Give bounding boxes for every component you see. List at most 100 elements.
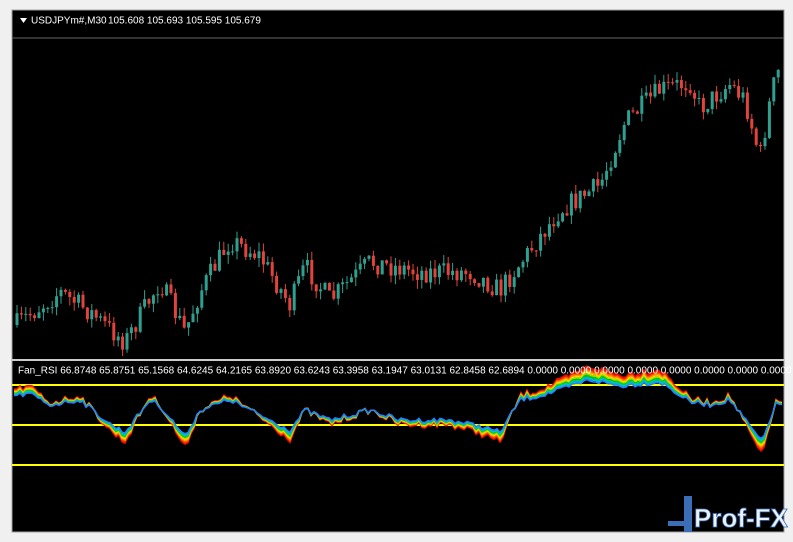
candle-body (209, 263, 213, 276)
candle-body (178, 315, 182, 319)
candle-body (112, 322, 116, 341)
candle-body (732, 85, 736, 87)
candle-body (539, 233, 543, 251)
candle-body (279, 289, 283, 293)
candle-body (415, 274, 419, 280)
candle-body (182, 315, 186, 328)
candle-body (266, 262, 270, 265)
candle-body (473, 279, 477, 284)
candle-body (499, 279, 503, 296)
candle-body (684, 88, 688, 91)
candle-body (253, 253, 257, 259)
ohlc-label: 105.608 105.693 105.595 105.679 (108, 16, 261, 27)
candle-body (578, 190, 582, 209)
candle-body (649, 92, 653, 97)
candle-body (319, 289, 323, 292)
candle-body (310, 259, 314, 285)
candle-body (429, 268, 433, 283)
candle-body (574, 193, 578, 209)
candle-body (55, 296, 59, 308)
candle-body (187, 322, 191, 328)
watermark-icon (668, 521, 692, 526)
candle-body (200, 290, 204, 308)
candle-body (156, 294, 160, 296)
candle-body (534, 250, 538, 252)
candle-body (644, 92, 648, 96)
candle-body (85, 307, 89, 320)
candle-body (600, 179, 604, 186)
candle-body (512, 277, 516, 287)
candle-body (723, 89, 727, 100)
candle-body (530, 247, 534, 251)
candle-body (349, 277, 353, 283)
candle-body (477, 283, 481, 287)
collapse-arrow[interactable] (20, 18, 27, 23)
candle-body (508, 274, 512, 287)
symbol-label: USDJPYm#,M30 (31, 16, 107, 27)
candle-body (693, 92, 697, 99)
candle-body (666, 81, 670, 83)
candle-body (737, 85, 741, 98)
candle-body (173, 293, 177, 319)
candle-body (68, 291, 72, 297)
candle-body (627, 110, 631, 126)
rsi-fan (13, 365, 783, 453)
candle-body (653, 83, 657, 97)
candle-body (446, 263, 450, 275)
candle-body (451, 270, 455, 275)
candle-body (710, 91, 714, 109)
candle-body (239, 238, 243, 244)
candle-body (125, 333, 129, 350)
candle-body (631, 110, 635, 112)
candle-body (99, 316, 103, 318)
candle-body (701, 97, 705, 113)
candle-body (165, 284, 169, 296)
candle-body (226, 251, 230, 255)
candle-body (587, 191, 591, 196)
candle-body (244, 243, 248, 257)
candle-body (605, 170, 609, 180)
candle-body (561, 213, 565, 222)
candle-body (591, 179, 595, 192)
candle-body (72, 296, 76, 303)
candles (15, 69, 780, 356)
candle-body (33, 315, 37, 319)
candle-body (613, 152, 617, 168)
candle-body (407, 265, 411, 270)
candle-body (468, 273, 472, 280)
candle-body (371, 255, 375, 266)
candle-body (459, 270, 463, 281)
candle-body (552, 224, 556, 227)
candle-body (46, 307, 50, 309)
watermark: Prof-FX (694, 503, 789, 533)
candle-body (745, 92, 749, 119)
candle-body (217, 249, 221, 271)
candle-body (679, 80, 683, 89)
candle-body (741, 92, 745, 98)
candle-body (116, 336, 120, 341)
candle-body (640, 95, 644, 114)
candle-body (657, 83, 661, 94)
candle-body (151, 295, 155, 304)
indicator-panel (11, 359, 785, 533)
candle-body (59, 289, 63, 297)
candle-body (143, 299, 147, 307)
candle-body (776, 69, 780, 78)
candle-body (288, 297, 292, 311)
candle-body (486, 277, 490, 292)
candle-body (222, 249, 226, 255)
candle-body (688, 90, 692, 93)
candle-body (754, 128, 758, 145)
candle-body (341, 282, 345, 285)
candle-body (297, 276, 301, 284)
candle-body (750, 118, 754, 129)
rsi-line (13, 378, 783, 440)
candle-body (41, 308, 45, 313)
candle-body (565, 213, 569, 216)
candle-body (393, 265, 397, 276)
candle-body (402, 265, 406, 275)
candle-body (618, 140, 622, 153)
candle-body (129, 327, 133, 334)
candle-body (90, 310, 94, 320)
